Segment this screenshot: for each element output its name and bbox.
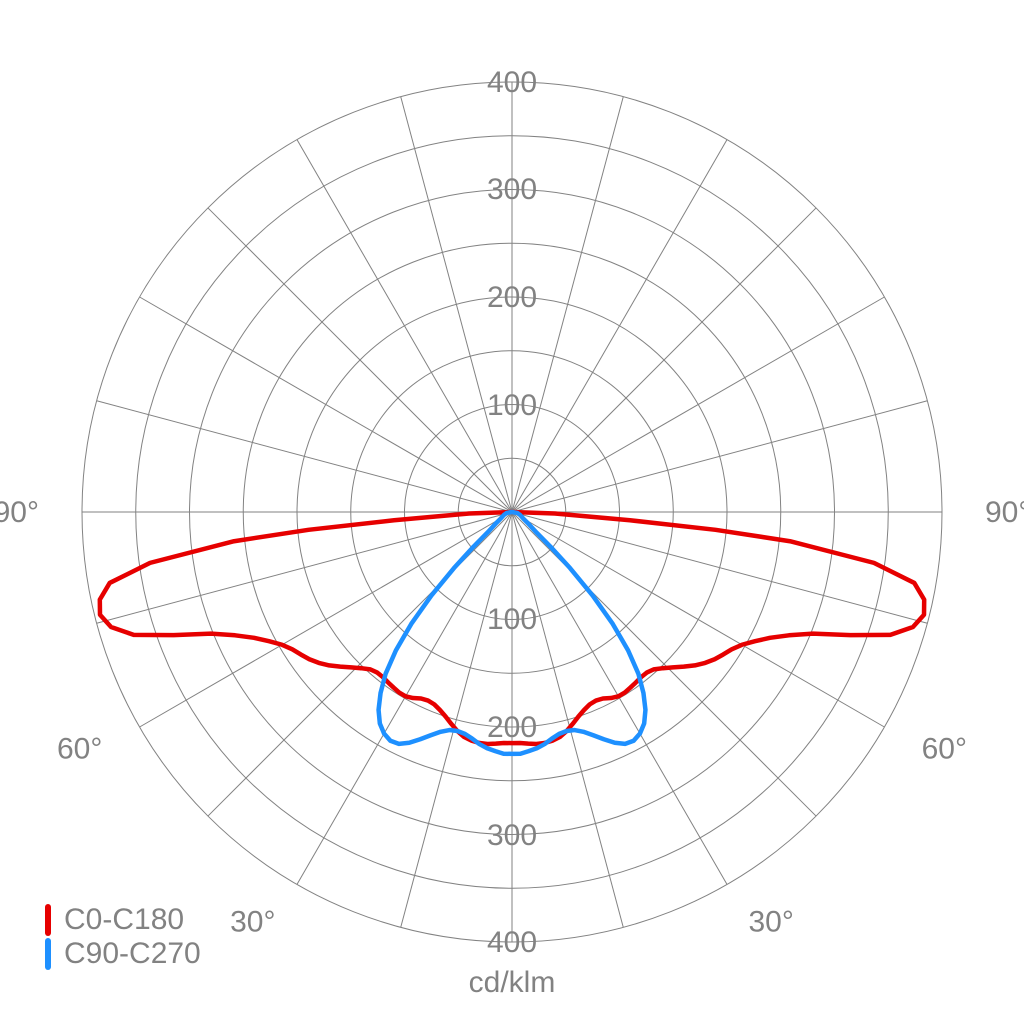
angle-label: 90° — [0, 496, 39, 529]
legend-label: C0-C180 — [64, 903, 184, 936]
polar-chart: 100 200 300 400 100 200 300 400 90° 60° 30° 30° 60° 9… — [0, 0, 1024, 1024]
grid-spoke — [512, 297, 884, 512]
ring-label-top: 200 — [487, 281, 537, 314]
angle-label: 90° — [985, 496, 1024, 529]
grid-spoke — [512, 512, 884, 727]
ring-label-bottom: 300 — [487, 819, 537, 852]
grid-spoke — [140, 512, 512, 727]
unit-label: cd/klm — [469, 966, 556, 999]
angle-label: 60° — [922, 733, 967, 766]
grid-spoke — [140, 297, 512, 512]
legend-label: C90-C270 — [64, 937, 201, 970]
ring-label-bottom: 400 — [487, 926, 537, 959]
ring-label-top: 400 — [487, 66, 537, 99]
ring-label-bottom: 100 — [487, 603, 537, 636]
grid-spoke — [512, 140, 727, 512]
grid-spoke — [512, 401, 927, 512]
grid-spoke — [297, 140, 512, 512]
ring-label-top: 100 — [487, 389, 537, 422]
grid-spoke — [208, 208, 512, 512]
ring-label-top: 300 — [487, 173, 537, 206]
grid-spoke — [97, 401, 512, 512]
grid-spoke — [512, 208, 816, 512]
ring-label-bottom: 200 — [487, 711, 537, 744]
angle-label: 60° — [57, 733, 102, 766]
angle-label: 30° — [230, 906, 275, 939]
angle-label: 30° — [749, 906, 794, 939]
